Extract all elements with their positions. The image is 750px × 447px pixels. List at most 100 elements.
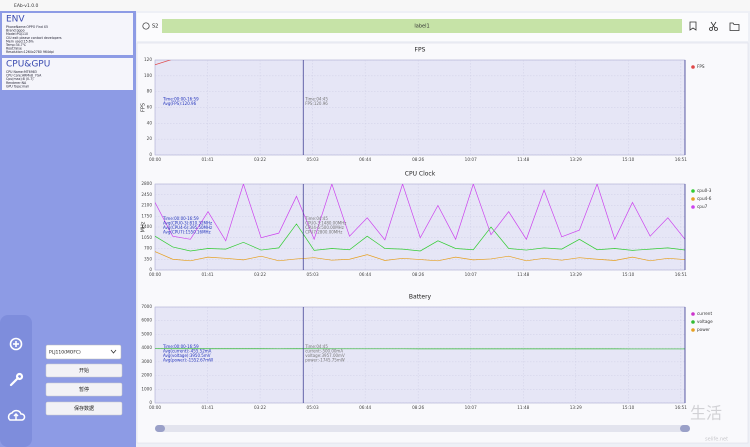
x-tick-label: 10:07 [465,157,477,162]
status-label-text: label1 [414,24,429,30]
y-tick-label: 7000 [141,304,152,309]
legend-label: FPS [697,64,705,69]
env-line: CIU:exit please contact developers [6,36,62,40]
upload-icon[interactable] [7,409,26,421]
cut-icon[interactable] [709,21,718,31]
y-tick-label: 60 [147,105,153,110]
cursor-text: Time:04:45 [304,216,328,221]
x-tick-label: 03:22 [254,272,266,277]
legend-marker [691,328,695,332]
y-tick-label: 0 [149,267,152,272]
cpu-gpu-line: CPU Name:MT6983 [6,70,37,74]
y-tick-label: 4000 [141,345,152,350]
settings-icon[interactable] [9,372,24,387]
y-tick-label: 20 [147,136,153,141]
y-tick-label: 0 [149,152,152,157]
plot-area [154,306,686,404]
button-label: 暂停 [79,386,89,393]
legend-label: voltage [697,319,713,324]
x-tick-label: 11:48 [517,405,529,410]
y-tick-label: 1400 [141,224,152,229]
folder-icon[interactable] [729,22,740,31]
chart-title: FPS [415,47,426,54]
x-tick-label: 11:48 [517,157,529,162]
y-tick-label: 6000 [141,318,152,323]
summary-text: Avg(voltage):3950.5mV [163,353,211,358]
env-line: Mem used:15.6% [6,39,34,43]
x-tick-label: 06:44 [359,272,371,277]
device-select[interactable] [45,344,122,360]
env-line: PhoneName:OPPO Find X5 [6,25,48,29]
env-line: Root:false [6,47,22,51]
legend-label: power [697,327,710,332]
series-line [155,251,685,262]
y-axis-label: FPS [141,103,147,112]
x-tick-label: 16:51 [675,272,687,277]
cpu-gpu-line: Renderer:NA [6,81,27,85]
x-tick-label: 08:26 [412,272,424,277]
summary-text: Avg(FPS):120.96 [163,101,197,106]
x-tick-label: 10:07 [465,272,477,277]
title-bar [0,0,750,11]
cursor-text: current:-500.00mA [305,349,343,354]
scroll-handle[interactable] [155,425,165,432]
series-line [155,223,685,252]
x-tick-label: 05:03 [307,405,319,410]
env-line: Resolution:1264x2780 964dpi [6,50,54,54]
x-tick-label: 13:29 [570,405,582,410]
y-tick-label: 1750 [141,213,152,218]
cpu-gpu-line: GPU Type:mali [6,84,29,88]
cpu-gpu-line: CPU Core:ARMv8_7GA [6,74,42,78]
legend-label: cpu4-6 [697,196,712,201]
x-tick-label: 10:07 [465,405,477,410]
legend-marker [691,65,695,69]
device-select-text: PLJ110(MOFC) [49,350,81,356]
start-button[interactable] [45,363,123,378]
legend-marker [691,205,695,209]
bookmark-icon[interactable] [689,21,697,31]
summary-text: Time:00:00-16:59 [162,216,199,221]
cursor-text: FPS:120.96 [305,101,328,106]
legend-marker [691,320,695,324]
x-tick-label: 15:10 [622,157,634,162]
y-tick-label: 3000 [141,359,152,364]
cpu-gpu-heading: CPU&GPU [6,60,50,70]
button-label: 保存数据 [74,405,94,412]
env-panel [2,13,133,55]
x-tick-label: 01:41 [201,272,213,277]
y-tick-label: 700 [144,246,152,251]
cpu-gpu-panel [2,58,133,90]
add-icon[interactable] [9,337,23,351]
x-tick-label: 16:51 [675,405,687,410]
summary-text: Time:00:00-16:59 [162,344,199,349]
x-tick-label: 03:22 [254,405,266,410]
chart-title: Battery [409,294,432,301]
window-title: EAb-v1.0.0 [14,3,39,9]
cursor-text: CPU4-6:500.00MHz [305,225,344,230]
x-tick-label: 08:26 [412,157,424,162]
x-tick-label: 06:44 [359,157,371,162]
y-tick-label: 40 [147,120,153,125]
x-tick-label: 00:00 [149,157,161,162]
y-tick-label: 350 [144,256,152,261]
dropdown-arrow [110,349,117,354]
button-label: 开始 [79,367,89,374]
series-line [155,184,685,242]
y-axis-label: MHz [141,221,147,232]
env-line: Brand:oppo [6,29,25,33]
y-tick-label: 1050 [141,235,152,240]
cursor-text: CPU0-3:1480.00MHz [305,221,346,226]
scroll-handle[interactable] [680,425,690,432]
device-icon[interactable] [142,22,150,30]
y-tick-label: 1000 [141,386,152,391]
env-heading: ENV [6,15,25,25]
cursor-text: Time:04:45 [304,97,328,102]
summary-text: Avg(CPU4-6):395.50MHz [163,225,212,230]
legend-label: cpu0-3 [697,188,712,193]
pause-button[interactable] [45,382,123,397]
save-button[interactable] [45,401,123,416]
x-tick-label: 05:03 [307,272,319,277]
x-tick-label: 16:51 [675,157,687,162]
scrollbar-track[interactable] [155,425,690,432]
